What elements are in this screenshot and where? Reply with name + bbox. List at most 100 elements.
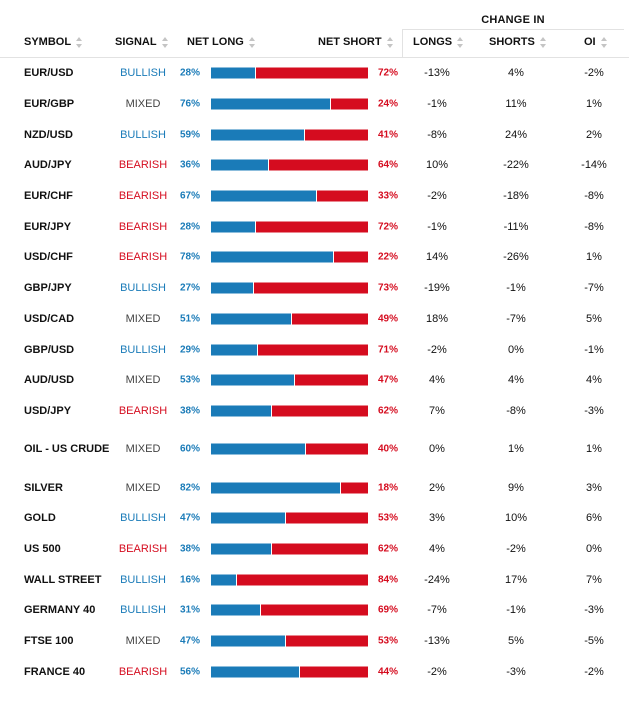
symbol-cell[interactable]: US 500 [24,542,61,555]
table-row[interactable]: EUR/JPY BEARISH 28% 72% -1% -11% -8% [0,211,629,242]
signal-cell: BEARISH [118,190,168,203]
oi-column-label: OI [584,36,596,48]
oi-column-header[interactable]: OI [584,36,608,48]
table-row[interactable]: GERMANY 40 BULLISH 31% 69% -7% -1% -3% [0,595,629,626]
net-long-bar-fill [211,374,295,386]
symbol-cell[interactable]: GBP/JPY [24,282,72,295]
sentiment-bar [211,159,368,171]
signal-cell: MIXED [125,312,161,325]
signal-cell: BEARISH [118,542,168,555]
table-row[interactable]: GBP/JPY BULLISH 27% 73% -19% -1% -7% [0,273,629,304]
symbol-cell[interactable]: EUR/JPY [24,220,72,233]
net-long-percent: 36% [180,159,201,171]
net-short-percent: 44% [378,666,399,678]
change-longs-cell: -24% [424,573,450,586]
table-row[interactable]: SILVER MIXED 82% 18% 2% 9% 3% [0,472,629,503]
change-shorts-cell: -26% [503,251,529,264]
net-long-bar-fill [211,344,257,356]
symbol-cell[interactable]: WALL STREET [24,573,102,586]
symbol-cell[interactable]: EUR/GBP [24,98,75,111]
change-oi-cell: 1% [586,251,602,264]
table-row[interactable]: WALL STREET BULLISH 16% 84% -24% 17% 7% [0,564,629,595]
signal-cell: MIXED [125,635,161,648]
symbol-cell[interactable]: EUR/USD [24,67,74,80]
table-row[interactable]: NZD/USD BULLISH 59% 41% -8% 24% 2% [0,119,629,150]
net-long-bar-fill [211,666,299,678]
longs-column-header[interactable]: LONGS [413,36,464,48]
signal-cell: BEARISH [118,220,168,233]
table-row[interactable]: USD/JPY BEARISH 38% 62% 7% -8% -3% [0,396,629,427]
sentiment-bar [211,443,368,455]
table-row[interactable]: EUR/USD BULLISH 28% 72% -13% 4% -2% [0,58,629,89]
net-long-percent: 76% [180,98,201,110]
symbol-cell[interactable]: AUD/JPY [24,159,72,172]
change-longs-cell: -13% [424,635,450,648]
net-long-column-header[interactable]: NET LONG [187,36,256,48]
shorts-column-header[interactable]: SHORTS [489,36,547,48]
sort-icon [457,36,464,48]
change-oi-cell: -3% [584,404,604,417]
table-row[interactable]: OIL - US CRUDE MIXED 60% 40% 0% 1% 1% [0,426,629,472]
sentiment-bar [211,344,368,356]
symbol-cell[interactable]: NZD/USD [24,128,73,141]
symbol-cell[interactable]: GBP/USD [24,343,75,356]
net-long-percent: 60% [180,443,201,455]
table-row[interactable]: USD/CAD MIXED 51% 49% 18% -7% 5% [0,304,629,335]
symbol-cell[interactable]: FRANCE 40 [24,665,86,678]
symbol-cell[interactable]: EUR/CHF [24,190,73,203]
change-shorts-cell: 5% [508,635,524,648]
signal-cell: BULLISH [120,604,166,617]
symbol-cell[interactable]: AUD/USD [24,374,75,387]
symbol-cell[interactable]: FTSE 100 [24,635,74,648]
net-short-bar-fill [268,159,368,171]
symbol-cell[interactable]: USD/CHF [24,251,73,264]
symbol-cell[interactable]: GERMANY 40 [24,604,96,617]
net-short-percent: 47% [378,374,399,386]
net-long-percent: 38% [180,405,201,417]
symbol-cell[interactable]: GOLD [24,512,56,525]
symbol-cell[interactable]: OIL - US CRUDE [24,443,110,456]
sentiment-bar [211,221,368,233]
change-shorts-cell: -22% [503,159,529,172]
change-shorts-cell: 17% [504,573,528,586]
table-row[interactable]: GOLD BULLISH 47% 53% 3% 10% 6% [0,503,629,534]
signal-column-header[interactable]: SIGNAL [115,36,169,48]
table-row[interactable]: AUD/JPY BEARISH 36% 64% 10% -22% -14% [0,150,629,181]
table-row[interactable]: GBP/USD BULLISH 29% 71% -2% 0% -1% [0,334,629,365]
change-shorts-cell: 11% [505,98,527,111]
table-row[interactable]: EUR/CHF BEARISH 67% 33% -2% -18% -8% [0,181,629,212]
net-short-bar-fill [285,512,368,524]
change-oi-cell: 2% [586,128,602,141]
sentiment-bar [211,604,368,616]
change-oi-cell: 0% [586,542,602,555]
symbol-cell[interactable]: USD/CAD [24,312,75,325]
net-long-bar-fill [211,604,260,616]
net-short-column-header[interactable]: NET SHORT [318,36,394,48]
change-oi-cell: -8% [584,220,604,233]
table-row[interactable]: AUD/USD MIXED 53% 47% 4% 4% 4% [0,365,629,396]
sentiment-bar [211,282,368,294]
change-longs-cell: 14% [425,251,449,264]
net-long-bar-fill [211,635,285,647]
table-row[interactable]: FTSE 100 MIXED 47% 53% -13% 5% -5% [0,626,629,657]
net-short-bar-fill [295,374,368,386]
net-short-bar-fill [255,67,368,79]
net-short-column-label: NET SHORT [318,36,382,48]
symbol-column-header[interactable]: SYMBOL [24,36,83,48]
change-oi-cell: 3% [586,481,602,494]
table-row[interactable]: FRANCE 40 BEARISH 56% 44% -2% -3% -2% [0,656,629,687]
sort-icon [161,36,169,48]
table-row[interactable]: USD/CHF BEARISH 78% 22% 14% -26% 1% [0,242,629,273]
symbol-cell[interactable]: USD/JPY [24,404,72,417]
signal-cell: BEARISH [118,251,168,264]
net-short-percent: 64% [378,159,399,171]
table-row[interactable]: EUR/GBP MIXED 76% 24% -1% 11% 1% [0,89,629,120]
signal-cell: BULLISH [120,512,166,525]
signal-cell: MIXED [125,443,161,456]
net-long-bar-fill [211,405,271,417]
net-long-percent: 47% [180,512,201,524]
net-long-percent: 78% [180,251,201,263]
change-shorts-cell: -11% [503,220,529,233]
table-row[interactable]: US 500 BEARISH 38% 62% 4% -2% 0% [0,534,629,565]
symbol-cell[interactable]: SILVER [24,481,63,494]
